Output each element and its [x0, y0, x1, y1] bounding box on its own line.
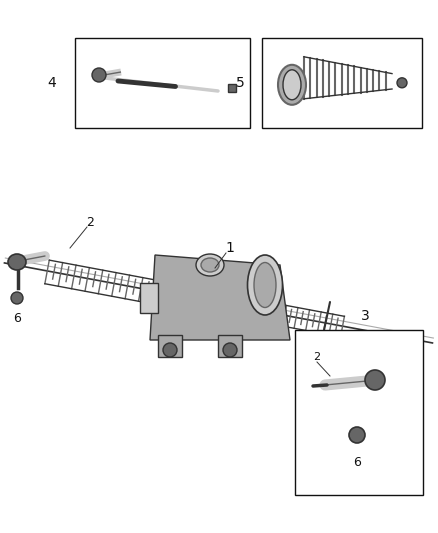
- Ellipse shape: [92, 68, 106, 82]
- Ellipse shape: [397, 78, 407, 88]
- Bar: [140, 282, 158, 312]
- Text: 3: 3: [360, 309, 369, 323]
- Bar: [158, 335, 182, 357]
- Bar: [295, 330, 423, 495]
- Bar: [262, 38, 422, 128]
- Ellipse shape: [8, 254, 26, 270]
- Bar: [228, 84, 236, 92]
- Ellipse shape: [283, 70, 301, 100]
- Text: 6: 6: [13, 311, 21, 325]
- Ellipse shape: [254, 262, 276, 308]
- Ellipse shape: [278, 65, 306, 105]
- Ellipse shape: [247, 255, 283, 315]
- Ellipse shape: [223, 343, 237, 357]
- Text: 2: 2: [86, 215, 94, 229]
- Ellipse shape: [349, 427, 365, 443]
- Ellipse shape: [365, 370, 385, 390]
- Ellipse shape: [11, 292, 23, 304]
- Text: 1: 1: [226, 241, 234, 255]
- Text: 2: 2: [314, 352, 321, 362]
- Ellipse shape: [196, 254, 224, 276]
- Ellipse shape: [163, 343, 177, 357]
- Bar: [218, 335, 242, 357]
- Text: 4: 4: [48, 76, 57, 90]
- Bar: [75, 38, 250, 128]
- Polygon shape: [150, 255, 290, 340]
- Text: 5: 5: [236, 76, 244, 90]
- Ellipse shape: [201, 258, 219, 272]
- Text: 6: 6: [353, 456, 361, 470]
